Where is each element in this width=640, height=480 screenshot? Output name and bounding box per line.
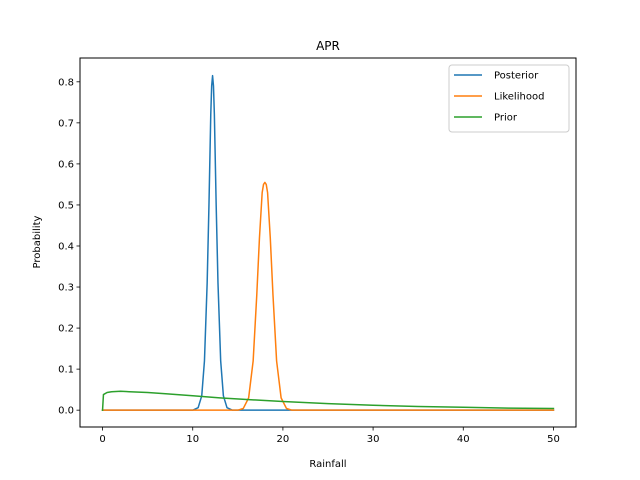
x-tick-label: 30 [367, 434, 380, 445]
x-tick-label: 10 [186, 434, 199, 445]
y-tick-label: 0.4 [58, 241, 74, 252]
y-tick-label: 0.5 [58, 200, 74, 211]
axes-frame [79, 57, 577, 428]
x-tick-label: 0 [99, 434, 105, 445]
series-line-prior [101, 390, 555, 411]
series-line-likelihood [101, 181, 555, 411]
y-tick-label: 0.7 [58, 118, 74, 129]
y-tick-label: 0.6 [58, 159, 74, 170]
legend-box [448, 64, 570, 133]
x-tick-label: 50 [547, 434, 560, 445]
y-tick-label: 0.0 [58, 406, 74, 417]
y-axis-label: Probability [32, 215, 43, 268]
y-axis-ticks: 0.0 0.1 0.2 0.3 0.4 0.5 0.6 0.7 0.8 [58, 77, 80, 417]
y-tick-label: 0.2 [58, 324, 74, 335]
x-axis-label: Rainfall [309, 459, 346, 470]
y-tick-label: 0.3 [58, 283, 74, 294]
x-axis-ticks: 0 10 20 30 40 50 [99, 427, 560, 445]
legend-label-prior: Prior [494, 113, 518, 124]
y-tick-label: 0.1 [58, 365, 74, 376]
chart-title: APR [316, 39, 340, 53]
y-tick-label: 0.8 [58, 77, 74, 88]
legend-label-posterior: Posterior [494, 71, 539, 82]
series-layer [101, 74, 555, 411]
legend-label-likelihood: Likelihood [494, 92, 544, 103]
x-tick-label: 40 [457, 434, 470, 445]
x-tick-label: 20 [277, 434, 290, 445]
legend: Posterior Likelihood Prior [448, 64, 570, 133]
series-line-posterior [101, 74, 555, 411]
